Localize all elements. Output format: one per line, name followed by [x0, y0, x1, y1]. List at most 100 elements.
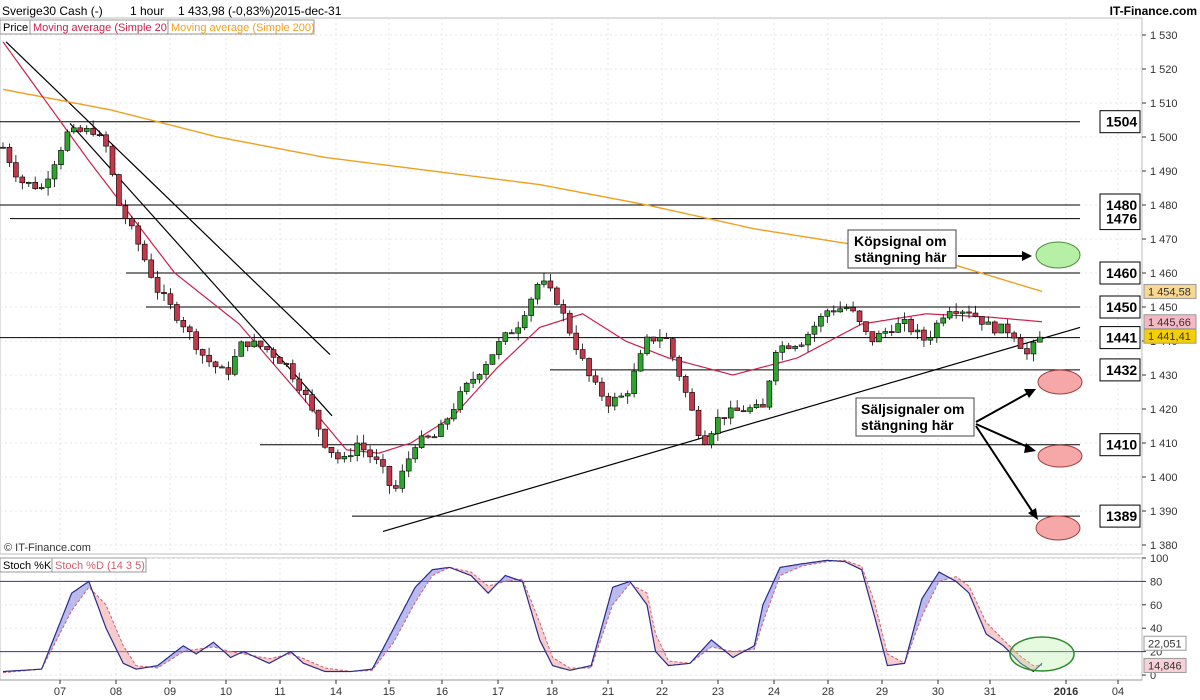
stoch-band [887, 653, 890, 666]
candle-down [785, 345, 792, 349]
stoch-band [404, 603, 407, 623]
stoch-band [118, 635, 122, 659]
buy-signal-marker [1035, 241, 1081, 269]
chart-title: Sverige30 Cash (-) [2, 4, 103, 18]
stoch-band [133, 662, 137, 670]
candle-up [805, 333, 811, 346]
candle-up [534, 284, 541, 300]
candle-down [579, 349, 586, 359]
sell-annotation: Säljsignaler om stängning här [855, 397, 975, 437]
candle-down [322, 428, 328, 448]
stoch-band [127, 652, 130, 667]
candle-down [991, 321, 998, 334]
price-badge [1143, 283, 1197, 299]
candle-up [882, 331, 889, 334]
candle-up [45, 178, 51, 188]
level-label: 1480 [1106, 197, 1137, 213]
stoch-band [131, 659, 134, 669]
stoch-band [114, 625, 117, 651]
stoch-band [116, 630, 119, 655]
stoch-band [934, 575, 937, 591]
sell-annotation-line1: Säljsignaler om [861, 401, 964, 417]
price-badges: 1 454,58 1 445,66 1 441,41 [1143, 283, 1197, 344]
stoch-band [651, 613, 654, 640]
stoch-legend-d: Stoch %D (14 3 5) [55, 560, 145, 572]
stoch-band [793, 564, 796, 570]
candle-up [914, 329, 921, 333]
price-tick-label: 1 400 [1150, 472, 1178, 484]
price-tick-label: 1 490 [1150, 166, 1178, 178]
candle-down [180, 320, 187, 328]
candle-up [612, 396, 618, 407]
candle-down [161, 292, 167, 295]
candle-up [431, 436, 438, 439]
candle-down [566, 312, 573, 334]
stoch-badge-label: 22,051 [1148, 638, 1182, 650]
stoch-k-line [2, 559, 1043, 673]
level-label-box [1099, 504, 1141, 528]
time-tick-label: 2016 [1054, 686, 1078, 698]
candle-down [244, 341, 251, 347]
stoch-band [307, 660, 310, 666]
candle-up [811, 325, 818, 335]
time-tick-label: 29 [876, 686, 888, 698]
candle-down [560, 304, 567, 314]
candle-down [682, 376, 689, 393]
time-tick-label: 09 [164, 686, 176, 698]
brand[interactable]: IT-Finance.com [1110, 4, 1197, 18]
stoch-band [932, 578, 935, 595]
stoch-band [923, 592, 927, 613]
candle-down [154, 277, 161, 293]
stoch-band [988, 624, 991, 637]
candle-up [727, 407, 734, 419]
candle-down [966, 311, 972, 314]
candle-up [959, 311, 966, 314]
stoch-panel [0, 557, 1143, 681]
header: Sverige30 Cash (-) 1 hour 1 433,98 (-0,8… [2, 4, 1197, 18]
stoch-band [1022, 657, 1025, 666]
ma20-line [2, 41, 1043, 454]
candle-up [521, 315, 528, 329]
candle-down [77, 127, 84, 132]
stoch-band [301, 657, 304, 664]
candle-down [270, 349, 277, 358]
candle-down [850, 307, 856, 312]
stoch-tick-label: 100 [1150, 553, 1168, 565]
candle-up [418, 435, 425, 448]
stoch-band [973, 595, 976, 609]
stoch-band [507, 576, 510, 582]
time-tick-label: 15 [383, 686, 395, 698]
candle-down [702, 435, 708, 445]
stoch-tick-label: 60 [1150, 600, 1162, 612]
level-label-box [1099, 433, 1141, 457]
stoch-band [415, 585, 418, 603]
candle-up [631, 370, 637, 394]
candle-down [129, 218, 135, 227]
candle-down [695, 409, 702, 436]
time-tick-label: 11 [274, 686, 285, 698]
candle-down [225, 367, 232, 375]
time-axis: 07 08 09 10 11 14 15 16 17 18 21 22 23 24 28 29 30 31 2016… [0, 679, 1142, 698]
candle-up [444, 418, 451, 425]
stoch-band [565, 665, 568, 670]
stoch-tick-label: 80 [1150, 576, 1162, 588]
stoch-band [490, 584, 493, 591]
level-label-box [1099, 110, 1141, 134]
stoch-band [1024, 659, 1027, 668]
stoch-band [393, 624, 396, 643]
candle-down [863, 321, 869, 332]
level-label-box [1099, 193, 1141, 231]
candle-down [96, 134, 103, 136]
time-tick-label: 08 [110, 686, 122, 698]
stoch-band [1027, 661, 1030, 669]
price-tick-label: 1 510 [1150, 98, 1178, 110]
candle-up [895, 323, 901, 333]
stoch-band [617, 585, 620, 600]
sell-annotation-line2: stängning här [861, 417, 954, 433]
level-label: 1504 [1106, 114, 1137, 130]
candle-down [90, 127, 96, 135]
candle-up [637, 353, 644, 372]
candle-up [470, 378, 476, 384]
legend: Price Moving average (Simple 20) Moving … [0, 19, 315, 35]
candle-up [747, 407, 753, 412]
